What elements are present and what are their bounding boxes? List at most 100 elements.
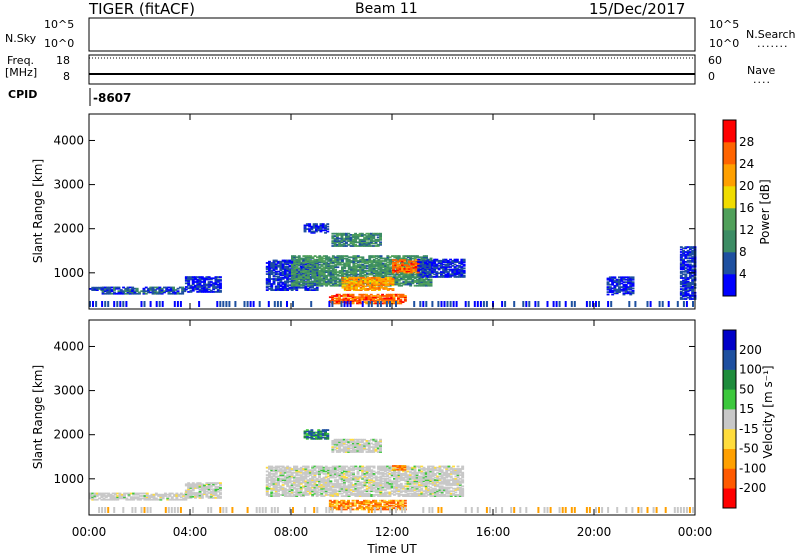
ground-noise-cell [234,301,236,307]
ground-noise-cell [483,301,485,307]
ground-noise-cell [634,301,636,307]
velocity-heatmap-cells [89,429,694,513]
y-tick-label: 4000 [53,133,84,147]
ground-noise-cell [250,301,252,307]
ground-noise-cell [101,301,103,307]
data-cell [379,233,382,235]
data-cell [392,278,395,280]
ground-noise-cell [528,301,530,307]
ground-noise-cell [225,301,227,307]
y-tick-label: 1000 [53,266,84,280]
data-cell [417,259,420,261]
ground-noise-cell [456,301,458,307]
data-cell [336,266,339,268]
ground-noise-cell [286,301,288,307]
data-cell [219,282,222,284]
ground-noise-cell [437,301,439,307]
ground-noise-cell [280,301,282,307]
ground-noise-cell [474,301,476,307]
data-cell [613,276,616,278]
data-cell [302,284,305,286]
data-cell [219,276,222,278]
ground-noise-cell [556,301,558,307]
y-tick-label: 3000 [53,178,84,192]
data-cell [632,288,635,290]
ground-noise-cell [219,301,221,307]
data-cell [426,259,429,261]
ground-noise-cell [113,301,115,307]
data-cell [400,483,403,485]
ground-noise-cell [395,301,397,307]
ground-noise-cell [565,301,567,307]
data-cell [219,290,222,292]
data-cell [373,466,376,468]
data-cell [307,466,310,468]
ground-noise-cell [553,301,555,307]
ground-noise-cell [244,301,246,307]
ground-noise-cell [477,301,479,307]
data-cell [425,255,428,257]
data-cell [607,294,610,296]
ground-noise-cell [216,301,218,307]
data-cell [219,492,222,494]
ground-noise-cell [228,301,230,307]
ground-noise-cell [159,301,161,307]
ground-noise-cell [547,301,549,307]
ground-noise-cell [310,301,312,307]
data-cell [326,223,329,225]
ground-noise-cell [522,301,524,307]
ground-noise-cell [686,301,688,307]
ground-noise-cell [125,301,127,307]
ground-noise-cell [677,301,679,307]
data-cell [334,269,337,271]
ground-noise-cell [368,301,370,307]
ground-noise-cell [668,301,670,307]
data-cell [420,488,423,490]
data-cell [309,279,312,281]
data-cell [463,267,466,269]
data-cell [379,241,382,243]
ground-noise-cell [607,301,609,307]
data-cell [329,480,332,482]
data-cell [463,264,466,266]
data-cell [219,482,222,484]
ground-noise-cell [571,301,573,307]
ground-noise-cell [198,301,200,307]
ground-noise-cell [422,301,424,307]
ground-noise-cell [683,301,685,307]
ground-noise-cell [534,301,536,307]
ground-noise-cell [513,301,515,307]
ground-noise-cell [331,301,333,307]
ground-noise-cell [292,301,294,307]
data-cell [315,223,318,225]
ground-noise-cell [341,301,343,307]
data-cell [298,255,301,257]
data-cell [219,487,222,489]
data-cell [392,288,395,290]
nsky-panel [89,18,695,51]
ground-noise-cell [628,301,630,307]
ground-noise-cell [362,301,364,307]
ground-noise-cell [389,301,391,307]
ground-noise-cell [328,301,330,307]
ground-noise-cell [441,301,443,307]
data-cell [295,466,298,468]
ground-noise-cell [537,301,539,307]
ground-noise-cell [465,301,467,307]
ground-noise-cell [344,301,346,307]
ground-noise-cell [447,301,449,307]
data-cell [430,258,433,260]
freq-panel [89,55,695,84]
ground-noise-cell [371,301,373,307]
data-cell [136,288,139,290]
power-heatmap-cells [89,223,696,307]
ground-noise-cell [501,301,503,307]
data-cell [184,496,187,498]
ground-noise-cell [107,301,109,307]
data-cell [463,270,466,272]
ground-noise-cell [144,301,146,307]
ground-noise-cell [222,301,224,307]
ground-noise-cell [377,301,379,307]
ground-noise-cell [247,301,249,307]
